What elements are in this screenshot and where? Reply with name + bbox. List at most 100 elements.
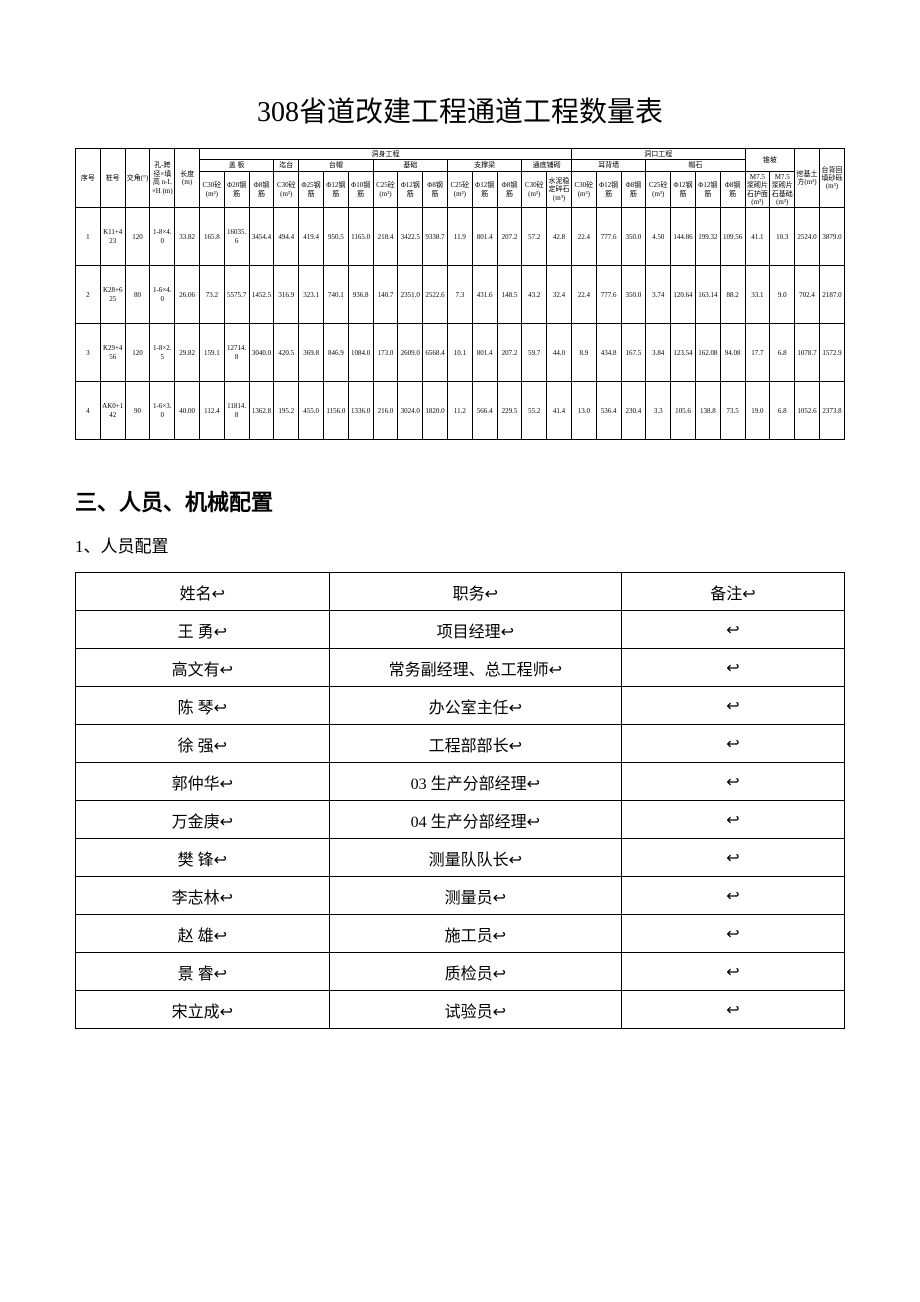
- table-cell: 6568.4: [423, 324, 448, 382]
- staff-cell-name: 陈 琴↩: [76, 687, 330, 725]
- table-cell: 11.2: [447, 382, 472, 440]
- col-phi8gang: Φ8钢筋: [249, 171, 274, 208]
- table-cell: 369.8: [299, 324, 324, 382]
- staff-cell-role: 项目经理↩: [329, 611, 621, 649]
- table-cell: 3422.5: [398, 208, 423, 266]
- table-cell: 11814.8: [224, 382, 249, 440]
- col-xuhao: 序号: [76, 149, 101, 208]
- table-cell: 1-8×4.0: [150, 208, 175, 266]
- table-cell: 57.2: [522, 208, 547, 266]
- group-zhuipo: 锥坡: [745, 149, 795, 172]
- table-cell: 323.1: [299, 266, 324, 324]
- table-cell: 148.5: [497, 266, 522, 324]
- table-cell: 1-6×4.0: [150, 266, 175, 324]
- col-phi8gang6: Φ8钢筋: [621, 171, 646, 208]
- staff-cell-role: 质检员↩: [329, 953, 621, 991]
- table-cell: 4: [76, 382, 101, 440]
- col-phi12gang3: Φ12钢筋: [398, 171, 423, 208]
- table-row: 2K28+625801-6×4.026.0673.25575.71452.531…: [76, 266, 845, 324]
- table-row: 樊 锋↩测量队队长↩↩: [76, 839, 845, 877]
- table-cell: 2: [76, 266, 101, 324]
- table-row: 景 睿↩质检员↩↩: [76, 953, 845, 991]
- table-cell: 1: [76, 208, 101, 266]
- table-cell: 138.8: [695, 382, 720, 440]
- table-cell: 109.56: [720, 208, 745, 266]
- table-row: 3K29+4561201-8×2.529.82159.112714.83040.…: [76, 324, 845, 382]
- staff-cell-role: 办公室主任↩: [329, 687, 621, 725]
- table-cell: 1-8×2.5: [150, 324, 175, 382]
- table-cell: 59.7: [522, 324, 547, 382]
- table-cell: 1820.0: [423, 382, 448, 440]
- table-row: 郭仲华↩03 生产分部经理↩↩: [76, 763, 845, 801]
- sub-tongdaopushe: 通底铺砌: [522, 160, 572, 171]
- table-cell: 8.9: [571, 324, 596, 382]
- col-phi12gang7b: Φ12钢筋: [695, 171, 720, 208]
- table-cell: 350.0: [621, 266, 646, 324]
- table-cell: 566.4: [472, 382, 497, 440]
- col-zhuanghao: 桩号: [100, 149, 125, 208]
- col-phi12gang4: Φ12钢筋: [472, 171, 497, 208]
- col-c30tong2: C30砼(m³): [274, 171, 299, 208]
- table-cell: 167.5: [621, 324, 646, 382]
- col-c30tong6: C30砼(m³): [571, 171, 596, 208]
- table-cell: 2522.6: [423, 266, 448, 324]
- table-cell: 207.2: [497, 324, 522, 382]
- table-cell: 1362.8: [249, 382, 274, 440]
- table-cell: 350.0: [621, 208, 646, 266]
- table-cell: 199.32: [695, 208, 720, 266]
- staff-cell-name: 景 睿↩: [76, 953, 330, 991]
- group-dongshen: 洞身工程: [199, 149, 571, 160]
- table-cell: K28+625: [100, 266, 125, 324]
- table-cell: 5575.7: [224, 266, 249, 324]
- staff-cell-name: 赵 雄↩: [76, 915, 330, 953]
- table-cell: 1084.0: [348, 324, 373, 382]
- table-cell: 1336.0: [348, 382, 373, 440]
- table-cell: 846.9: [323, 324, 348, 382]
- staff-cell-remark: ↩: [621, 763, 844, 801]
- table-row: 徐 强↩工程部部长↩↩: [76, 725, 845, 763]
- table-cell: 26.06: [175, 266, 200, 324]
- table-cell: 419.4: [299, 208, 324, 266]
- staff-cell-remark: ↩: [621, 915, 844, 953]
- sub-taitai: 迄台: [274, 160, 299, 171]
- col-phi10gang2: Φ10钢筋: [348, 171, 373, 208]
- table-cell: 494.4: [274, 208, 299, 266]
- table-cell: 195.2: [274, 382, 299, 440]
- col-c30tong: C30砼(m³): [199, 171, 224, 208]
- staff-cell-remark: ↩: [621, 991, 844, 1029]
- staff-cell-remark: ↩: [621, 687, 844, 725]
- table-cell: K29+456: [100, 324, 125, 382]
- table-cell: 1572.9: [819, 324, 844, 382]
- col-phi25gang2: Φ25钢筋: [299, 171, 324, 208]
- table-row: 高文有↩常务副经理、总工程师↩↩: [76, 649, 845, 687]
- table-cell: 19.0: [745, 382, 770, 440]
- table-cell: 42.8: [547, 208, 572, 266]
- table-cell: 3040.0: [249, 324, 274, 382]
- table-cell: 740.1: [323, 266, 348, 324]
- table-cell: 3024.0: [398, 382, 423, 440]
- col-m75hu: M7.5浆砌片石护面(m³): [745, 171, 770, 208]
- table-cell: 13.0: [571, 382, 596, 440]
- table-cell: 4.50: [646, 208, 671, 266]
- col-jiaojiao: 交角(°): [125, 149, 150, 208]
- staff-cell-role: 测量员↩: [329, 877, 621, 915]
- table-cell: 455.0: [299, 382, 324, 440]
- quantity-table: 序号 桩号 交角(°) 孔-跨径×填高 n-L×H (m) 长度(m) 洞身工程…: [75, 148, 845, 440]
- sub-erbeiqiang: 耳背墙: [571, 160, 645, 171]
- table-cell: 120: [125, 208, 150, 266]
- col-phi8gang4: Φ8钢筋: [497, 171, 522, 208]
- table-cell: 112.4: [199, 382, 224, 440]
- staff-cell-role: 常务副经理、总工程师↩: [329, 649, 621, 687]
- table-cell: 6.8: [770, 324, 795, 382]
- table-cell: 159.1: [199, 324, 224, 382]
- table-cell: 94.08: [720, 324, 745, 382]
- table-cell: 120.64: [671, 266, 696, 324]
- table-row: 李志林↩测量员↩↩: [76, 877, 845, 915]
- staff-cell-name: 徐 强↩: [76, 725, 330, 763]
- col-changdu: 长度(m): [175, 149, 200, 208]
- table-cell: 801.4: [472, 208, 497, 266]
- table-cell: 9.0: [770, 266, 795, 324]
- table-cell: 10.1: [447, 324, 472, 382]
- table-cell: 3454.4: [249, 208, 274, 266]
- table-cell: 43.2: [522, 266, 547, 324]
